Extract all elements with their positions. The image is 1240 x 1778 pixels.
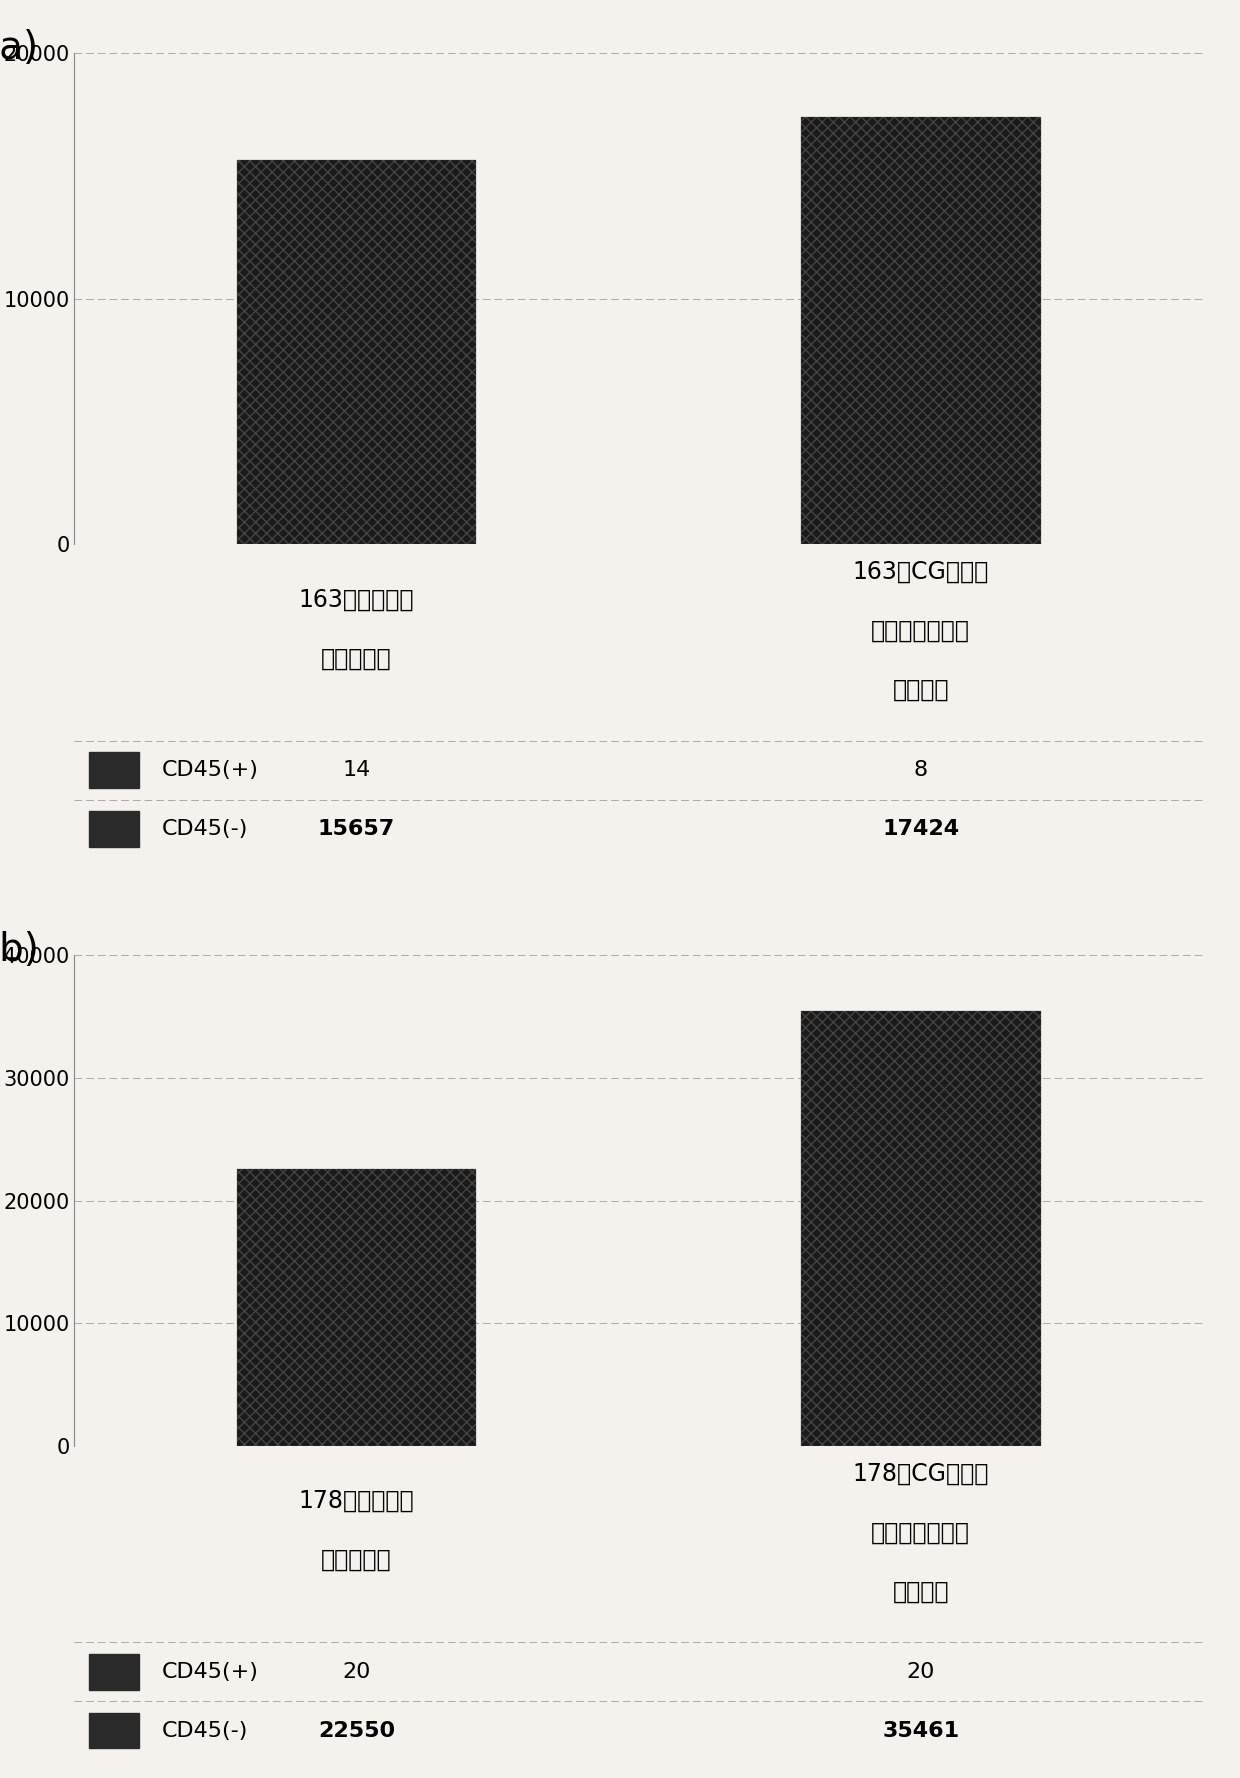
Text: 35461: 35461 — [882, 1721, 960, 1741]
Bar — [801, 1012, 1040, 1446]
Text: 养基（本发明的: 养基（本发明的 — [872, 1520, 970, 1545]
Text: CD45(-): CD45(-) — [162, 1721, 248, 1741]
Text: CD45(+): CD45(+) — [162, 761, 259, 781]
Text: 15657: 15657 — [317, 820, 396, 839]
Bar — [88, 1654, 139, 1689]
Text: 14: 14 — [342, 761, 371, 781]
Text: 163号样品一般: 163号样品一般 — [299, 587, 414, 612]
Text: 17424: 17424 — [882, 820, 960, 839]
Text: 培养基）: 培养基） — [893, 677, 949, 702]
Text: 178号CG生长培: 178号CG生长培 — [853, 1462, 988, 1486]
Text: 生长培养基: 生长培养基 — [321, 1549, 392, 1572]
Text: 8: 8 — [914, 761, 928, 781]
Bar — [801, 117, 1040, 544]
Text: 178号样品一般: 178号样品一般 — [299, 1490, 414, 1513]
Text: 20: 20 — [342, 1662, 371, 1682]
Text: 养基（本发明的: 养基（本发明的 — [872, 619, 970, 644]
Text: 163号CG生长培: 163号CG生长培 — [853, 560, 988, 583]
Text: 22550: 22550 — [317, 1721, 396, 1741]
Text: 生长培养基: 生长培养基 — [321, 647, 392, 670]
Text: CD45(+): CD45(+) — [162, 1662, 259, 1682]
Bar — [88, 811, 139, 846]
Text: 培养基）: 培养基） — [893, 1579, 949, 1604]
Bar — [237, 1170, 476, 1446]
Text: (b): (b) — [0, 930, 38, 969]
Bar — [88, 752, 139, 788]
Text: CD45(-): CD45(-) — [162, 820, 248, 839]
Text: 20: 20 — [906, 1662, 935, 1682]
Bar — [88, 1712, 139, 1748]
Bar — [237, 160, 476, 544]
Text: (a): (a) — [0, 28, 38, 68]
